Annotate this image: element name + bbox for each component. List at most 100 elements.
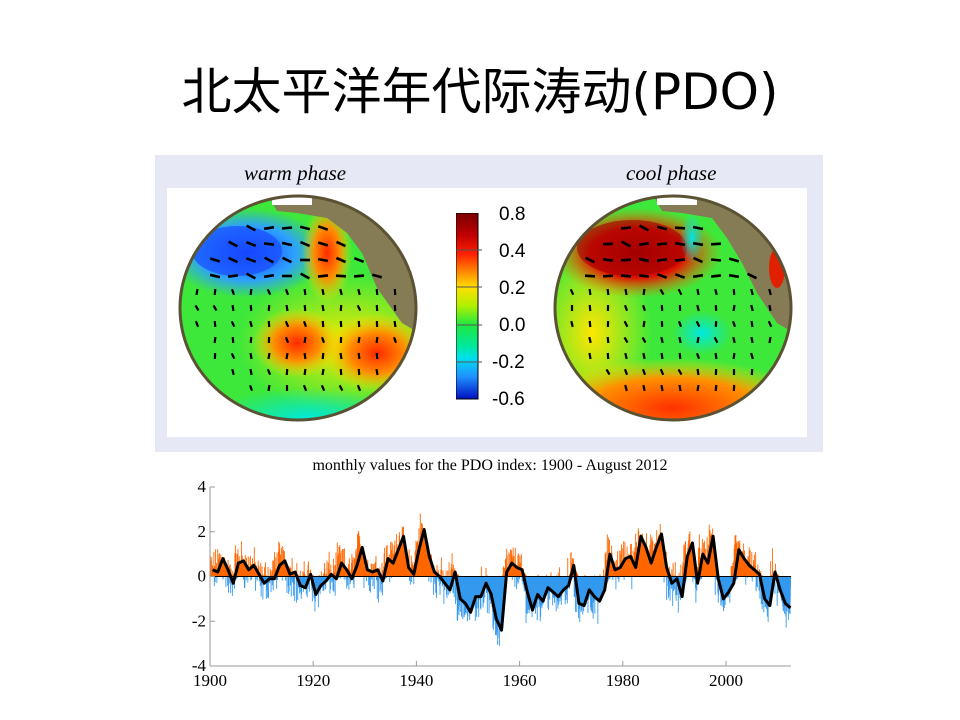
y-tick-label: -4 xyxy=(192,656,207,675)
wind-arrow xyxy=(357,288,361,296)
wind-arrow xyxy=(569,288,575,296)
y-tick-label: 0 xyxy=(198,567,207,586)
wind-arrow xyxy=(375,368,379,376)
wind-arrow xyxy=(213,288,217,296)
wind-arrow xyxy=(338,384,344,392)
wind-arrow xyxy=(227,240,239,248)
wind-arrow xyxy=(677,368,683,376)
wind-arrow xyxy=(656,225,668,231)
wind-arrow xyxy=(641,368,647,376)
wind-arrow xyxy=(750,288,754,296)
wind-arrow xyxy=(212,304,218,312)
wind-arrow xyxy=(320,336,326,344)
wind-arrow xyxy=(353,256,365,264)
wind-arrow xyxy=(335,240,347,248)
wind-arrow xyxy=(588,304,592,312)
wind-arrow xyxy=(620,274,632,278)
wind-arrow xyxy=(335,274,347,278)
wind-arrow xyxy=(249,320,253,328)
wind-arrow xyxy=(659,368,665,376)
pdo-maps-panel: warm phase cool phase xyxy=(155,155,823,452)
wind-arrow xyxy=(750,336,754,344)
wind-arrow xyxy=(750,304,754,312)
y-tick-label: -2 xyxy=(192,611,206,630)
wind-arrow xyxy=(267,384,271,392)
cool-phase-label: cool phase xyxy=(626,161,717,185)
wind-arrow xyxy=(231,304,235,312)
wind-arrow xyxy=(695,352,701,360)
pdo-chart-title: monthly values for the PDO index: 1900 -… xyxy=(312,457,668,474)
wind-arrow xyxy=(588,320,592,328)
wind-arrow xyxy=(710,242,722,246)
wind-arrow xyxy=(728,257,740,263)
wind-arrow xyxy=(768,288,772,296)
y-ticks: 4 2 0 -2 -4 xyxy=(192,477,215,675)
warm-phase-globe-map xyxy=(178,194,418,422)
wind-arrow xyxy=(248,384,254,392)
wind-arrow xyxy=(692,273,704,279)
wind-arrow xyxy=(642,384,646,392)
cool-phase-globe-map xyxy=(553,194,793,422)
wind-arrow xyxy=(642,304,646,312)
x-tick-label: 1940 xyxy=(399,671,433,690)
wind-arrow xyxy=(320,384,326,392)
wind-arrow xyxy=(321,352,325,360)
colorbar-tick-label: -0.6 xyxy=(492,389,525,410)
wind-arrow xyxy=(339,288,343,296)
wind-arrow xyxy=(656,273,668,279)
wind-arrow xyxy=(678,384,682,392)
wind-arrow xyxy=(249,352,253,360)
wind-arrow xyxy=(732,336,736,344)
wind-arrow xyxy=(768,304,772,312)
wind-arrow xyxy=(750,320,754,328)
wind-arrow xyxy=(692,256,704,264)
wind-arrow xyxy=(714,384,718,392)
wind-arrow xyxy=(606,288,610,296)
x-ticks: 1900 1920 1940 1960 1980 2000 xyxy=(193,661,743,690)
colorbar xyxy=(456,213,482,400)
wind-arrow xyxy=(674,241,686,247)
x-tick-label: 1920 xyxy=(296,671,330,690)
wind-arrow xyxy=(602,274,614,278)
wind-arrow xyxy=(713,336,719,344)
wind-arrow xyxy=(357,336,361,344)
wind-arrow xyxy=(620,226,632,230)
wind-arrow xyxy=(696,304,700,312)
wind-arrow xyxy=(230,352,236,360)
wind-arrow xyxy=(728,273,740,279)
wind-arrow xyxy=(714,352,718,360)
wind-arrow xyxy=(695,320,701,328)
wind-arrow xyxy=(375,336,379,344)
wind-arrow xyxy=(584,274,596,278)
wind-arrow xyxy=(767,320,773,328)
wind-arrow xyxy=(266,368,272,376)
wind-arrow xyxy=(746,272,758,280)
wind-arrow xyxy=(335,256,347,264)
wind-arrow xyxy=(660,336,664,344)
wind-arrow xyxy=(245,272,257,280)
wind-arrow xyxy=(624,288,628,296)
wind-arrow xyxy=(267,352,271,360)
negative-area xyxy=(210,576,791,631)
wind-arrow xyxy=(623,336,629,344)
wind-arrow xyxy=(303,368,307,376)
wind-arrow xyxy=(768,336,772,344)
wind-arrow xyxy=(714,288,718,296)
wind-arrow xyxy=(285,304,289,312)
wind-arrow xyxy=(696,368,700,376)
wind-arrow xyxy=(642,320,646,328)
wind-arrow xyxy=(339,352,343,360)
wind-arrow xyxy=(660,384,664,392)
wind-arrow xyxy=(195,288,199,296)
wind-arrow xyxy=(732,352,736,360)
colorbar-tick-label: 0.4 xyxy=(499,241,526,262)
wind-arrow xyxy=(710,258,722,262)
wind-arrow xyxy=(249,288,253,296)
wind-arrow xyxy=(303,288,307,296)
wind-arrow xyxy=(194,304,200,312)
wind-arrow xyxy=(624,384,628,392)
wind-arrow xyxy=(638,274,650,278)
wind-arrow xyxy=(263,256,275,264)
wind-arrow xyxy=(674,226,686,230)
